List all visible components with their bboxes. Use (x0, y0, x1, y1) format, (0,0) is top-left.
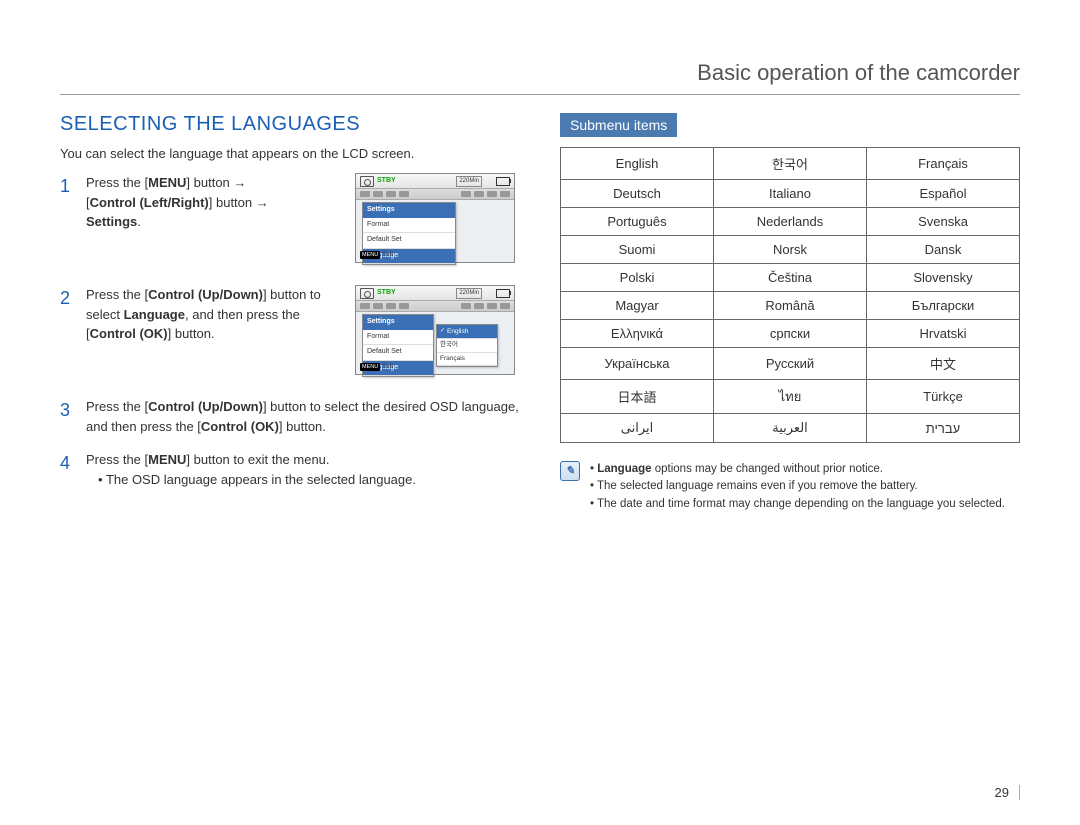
step-3: 3 Press the [Control (Up/Down)] button t… (60, 397, 520, 436)
language-cell: Български (867, 292, 1020, 320)
language-cell: 中文 (867, 348, 1020, 380)
language-cell: English (561, 148, 714, 180)
language-cell: العربية (714, 414, 867, 443)
language-cell: Magyar (561, 292, 714, 320)
language-cell: Svenska (867, 208, 1020, 236)
lcd-mock-2: STBY220Min Settings Format Default Set L… (355, 285, 515, 375)
language-cell: Italiano (714, 180, 867, 208)
intro-text: You can select the language that appears… (60, 146, 520, 161)
language-cell: ไทย (714, 380, 867, 414)
section-title: SELECTING THE LANGUAGES (60, 113, 520, 136)
camera-icon (360, 288, 374, 299)
language-cell: Suomi (561, 236, 714, 264)
battery-icon (496, 177, 510, 186)
language-cell: Русский (714, 348, 867, 380)
camera-icon (360, 176, 374, 187)
language-cell: Polski (561, 264, 714, 292)
language-cell: ایرانی (561, 414, 714, 443)
note-item: Language options may be changed without … (590, 461, 1005, 478)
submenu-heading: Submenu items (560, 113, 677, 137)
step-number: 3 (60, 397, 76, 436)
step-number: 4 (60, 450, 76, 489)
lcd-mock-1: STBY220Min Settings Format Default Set L… (355, 173, 515, 263)
step-1: 1 Press the [MENU] button → [Control (Le… (60, 173, 520, 271)
note-item: The selected language remains even if yo… (590, 478, 1005, 495)
note-item: The date and time format may change depe… (590, 496, 1005, 513)
step-number: 1 (60, 173, 76, 271)
language-cell: Dansk (867, 236, 1020, 264)
step-2: 2 Press the [Control (Up/Down)] button t… (60, 285, 520, 383)
step-4: 4 Press the [MENU] button to exit the me… (60, 450, 520, 489)
battery-icon (496, 289, 510, 298)
language-cell: Norsk (714, 236, 867, 264)
notes-block: ✎ Language options may be changed withou… (560, 461, 1020, 513)
chapter-header: Basic operation of the camcorder (60, 60, 1020, 95)
page-number: 29 (995, 785, 1020, 800)
language-cell: српски (714, 320, 867, 348)
language-cell: Deutsch (561, 180, 714, 208)
language-cell: 日本語 (561, 380, 714, 414)
language-cell: Português (561, 208, 714, 236)
language-cell: Français (867, 148, 1020, 180)
language-cell: Čeština (714, 264, 867, 292)
step-number: 2 (60, 285, 76, 383)
step-4-bullet: The OSD language appears in the selected… (98, 470, 520, 490)
language-cell: 한국어 (714, 148, 867, 180)
language-cell: Türkçe (867, 380, 1020, 414)
language-cell: Ελληνικά (561, 320, 714, 348)
language-cell: Română (714, 292, 867, 320)
note-icon: ✎ (560, 461, 580, 481)
language-cell: Українська (561, 348, 714, 380)
language-cell: Slovensky (867, 264, 1020, 292)
lcd-submenu: English 한국어 Français (436, 324, 498, 367)
language-cell: Nederlands (714, 208, 867, 236)
language-table: English한국어Français DeutschItalianoEspañol… (560, 147, 1020, 443)
steps-list: 1 Press the [MENU] button → [Control (Le… (60, 173, 520, 489)
language-cell: עברית (867, 414, 1020, 443)
language-cell: Español (867, 180, 1020, 208)
language-cell: Hrvatski (867, 320, 1020, 348)
